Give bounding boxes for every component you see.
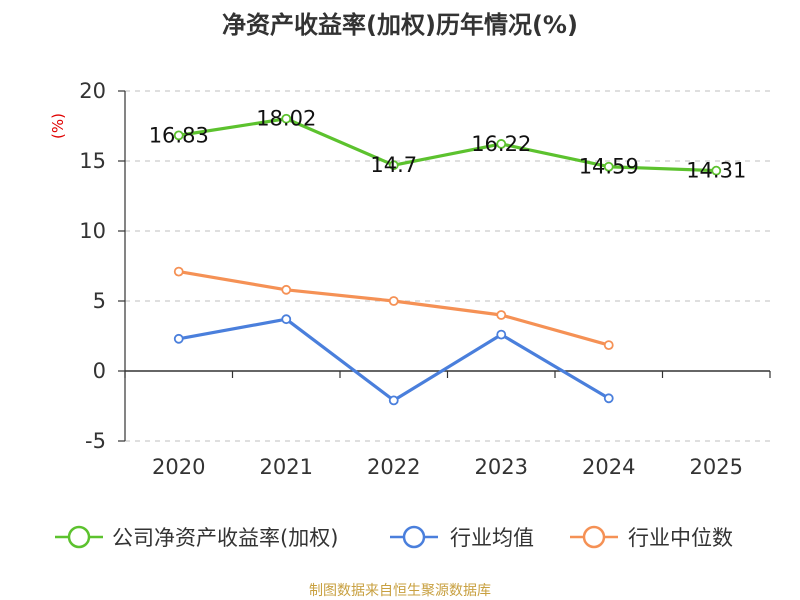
legend-marker xyxy=(67,525,91,549)
y-tick-label: 10 xyxy=(79,219,106,243)
x-tick-label: 2024 xyxy=(582,455,635,479)
data-point-company-roe xyxy=(388,160,399,171)
legend-label: 行业中位数 xyxy=(628,526,733,550)
y-tick-label: 5 xyxy=(93,289,106,313)
data-point-company-roe xyxy=(603,161,614,172)
series-industry-mean xyxy=(173,314,614,406)
data-point-industry-mean xyxy=(173,333,184,344)
x-tick-label: 2021 xyxy=(260,455,313,479)
data-point-industry-mean xyxy=(388,395,399,406)
legend-item-industry-median: 行业中位数 xyxy=(570,525,733,550)
y-tick-label: 15 xyxy=(79,149,106,173)
axes: 20 15 10 5 0 -5 2020 2021 2022 2023 2024 2025 xyxy=(79,79,771,479)
data-point-industry-median xyxy=(496,310,507,320)
data-point-industry-median xyxy=(281,284,292,295)
data-point-industry-mean xyxy=(496,329,507,340)
legend: 公司净资产收益率(加权) 行业均值 行业中位数 xyxy=(55,525,733,550)
series-company-roe: 16.83 18.02 14.7 16.22 14.59 14.31 xyxy=(149,107,747,183)
y-axis-label: (%) xyxy=(49,113,67,139)
grid xyxy=(125,90,770,442)
data-label: 16.22 xyxy=(471,132,531,156)
legend-label: 行业均值 xyxy=(450,526,534,550)
source-note: 制图数据来自恒生聚源数据库 xyxy=(309,583,491,599)
data-point-industry-mean xyxy=(603,393,614,404)
x-tick-label: 2022 xyxy=(367,455,420,479)
legend-label: 公司净资产收益率(加权) xyxy=(112,526,338,550)
chart-title: 净资产收益率(加权)历年情况(%) xyxy=(222,11,578,39)
data-point-industry-median xyxy=(173,266,184,277)
data-label: 14.31 xyxy=(686,159,746,183)
data-label: 18.02 xyxy=(256,107,316,131)
data-point-company-roe xyxy=(173,130,184,141)
data-point-company-roe xyxy=(711,165,722,176)
y-tick-label: -5 xyxy=(85,429,106,453)
data-point-company-roe xyxy=(496,139,507,149)
x-tick-label: 2023 xyxy=(475,455,528,479)
data-label: 14.7 xyxy=(370,153,417,177)
series-industry-median xyxy=(173,266,614,351)
series-layer: 16.83 18.02 14.7 16.22 14.59 14.31 xyxy=(149,107,747,406)
data-label: 14.59 xyxy=(579,155,639,179)
data-point-company-roe xyxy=(281,113,292,124)
data-point-industry-median xyxy=(388,296,399,306)
legend-item-company-roe: 公司净资产收益率(加权) xyxy=(55,525,338,550)
data-point-industry-median xyxy=(603,340,614,351)
data-label: 16.83 xyxy=(149,123,209,147)
legend-marker xyxy=(402,525,426,549)
data-point-industry-mean xyxy=(281,314,292,325)
x-tick-label: 2025 xyxy=(690,455,743,479)
series-line-industry-median xyxy=(178,270,610,347)
legend-marker xyxy=(582,525,606,549)
series-line-company-roe xyxy=(178,117,717,173)
y-tick-label: 20 xyxy=(79,79,106,103)
x-tick-label: 2020 xyxy=(152,455,205,479)
series-line-industry-mean xyxy=(178,317,610,402)
y-tick-label: 0 xyxy=(93,359,106,383)
legend-item-industry-mean: 行业均值 xyxy=(390,525,534,550)
